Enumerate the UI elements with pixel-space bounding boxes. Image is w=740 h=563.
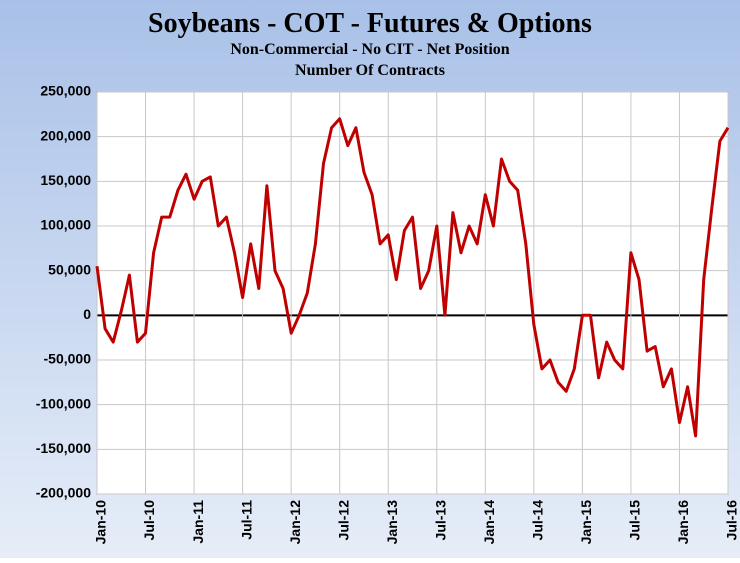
y-tick-label: -200,000 xyxy=(36,485,91,501)
x-tick-label: Jan-13 xyxy=(384,500,400,545)
x-tick-label: Jul-12 xyxy=(335,500,351,541)
plot-area xyxy=(96,91,729,495)
x-tick-label: Jul-11 xyxy=(238,500,254,540)
x-tick-label: Jul-15 xyxy=(627,500,643,541)
x-tick-label: Jul-13 xyxy=(432,500,448,541)
chart-title: Soybeans - COT - Futures & Options xyxy=(148,8,592,39)
y-tick-label: -150,000 xyxy=(36,440,91,456)
x-tick-label: Jan-10 xyxy=(93,500,109,545)
x-tick-label: Jul-16 xyxy=(724,500,740,541)
x-tick-label: Jan-15 xyxy=(578,500,594,545)
y-tick-label: 50,000 xyxy=(48,261,91,277)
subtitle: Non-Commercial - No CIT - Net Position xyxy=(230,41,509,58)
x-tick-label: Jan-12 xyxy=(287,500,303,545)
y-tick-label: 250,000 xyxy=(40,83,91,99)
y-tick-label: 100,000 xyxy=(40,217,91,233)
y-tick-label: -100,000 xyxy=(36,395,91,411)
x-tick-label: Jan-16 xyxy=(675,500,691,545)
x-tick-label: Jul-14 xyxy=(530,500,546,541)
x-tick-label: Jan-11 xyxy=(190,500,206,544)
y-tick-label: -50,000 xyxy=(44,351,92,367)
x-tick-label: Jul-10 xyxy=(141,500,157,541)
x-tick-label: Jan-14 xyxy=(481,500,497,545)
subtitle: Number Of Contracts xyxy=(295,62,445,79)
y-tick-label: 0 xyxy=(83,306,91,322)
y-tick-label: 150,000 xyxy=(40,172,91,188)
y-tick-label: 200,000 xyxy=(40,127,91,143)
data-line xyxy=(95,117,730,438)
